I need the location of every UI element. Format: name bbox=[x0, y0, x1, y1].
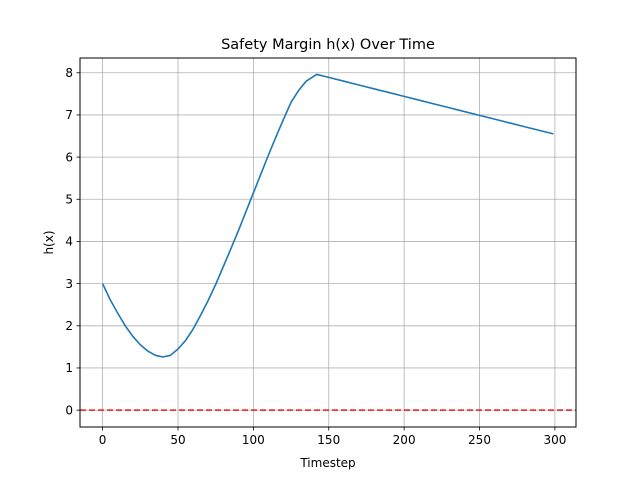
y-tick-label: 1 bbox=[65, 361, 73, 375]
x-tick-label: 0 bbox=[99, 433, 107, 447]
series-layer bbox=[80, 73, 576, 411]
chart-title: Safety Margin h(x) Over Time bbox=[221, 37, 435, 53]
series-line bbox=[101, 73, 554, 358]
y-tick-label: 8 bbox=[65, 66, 73, 80]
y-tick-label: 2 bbox=[65, 319, 73, 333]
grid bbox=[80, 58, 576, 427]
x-tick-label: 250 bbox=[468, 433, 491, 447]
x-axis: 0 50 100 150 200 250 300 bbox=[99, 427, 566, 447]
y-tick-label: 0 bbox=[65, 403, 73, 417]
y-tick-label: 7 bbox=[65, 108, 73, 122]
x-axis-label: Timestep bbox=[299, 456, 355, 470]
x-tick-label: 150 bbox=[317, 433, 340, 447]
y-tick-label: 5 bbox=[65, 192, 73, 206]
y-axis-label: h(x) bbox=[42, 230, 56, 254]
plot-area-frame bbox=[79, 57, 577, 428]
y-tick-label: 3 bbox=[65, 277, 73, 291]
x-tick-label: 200 bbox=[393, 433, 416, 447]
x-tick-label: 50 bbox=[170, 433, 185, 447]
y-axis: 0 1 2 3 4 5 6 7 8 bbox=[65, 66, 80, 417]
y-tick-label: 4 bbox=[65, 235, 73, 249]
x-tick-label: 100 bbox=[242, 433, 265, 447]
x-tick-label: 300 bbox=[543, 433, 566, 447]
y-tick-label: 6 bbox=[65, 150, 73, 164]
